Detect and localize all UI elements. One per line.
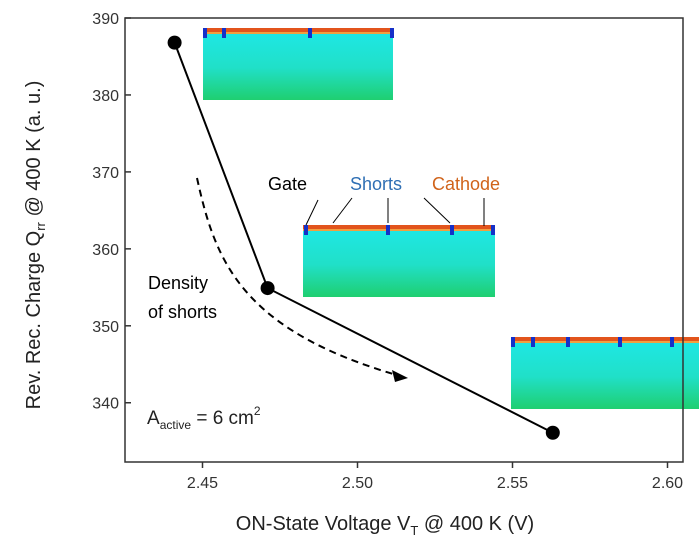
label-leaders (306, 198, 484, 226)
inset-short (618, 337, 622, 347)
inset-short (203, 28, 207, 38)
inset-short (386, 225, 390, 235)
inset-cathode (303, 225, 495, 229)
x-axis-title: ON-State Voltage VT @ 400 K (V) (236, 513, 534, 538)
y-title-main: Rev. Rec. Charge Q (23, 231, 45, 410)
area-label: Aactive = 6 cm2 (147, 404, 261, 432)
x-title-main: ON-State Voltage V (236, 513, 411, 535)
inset-layer (303, 229, 495, 231)
y-tick-label: 390 (92, 11, 119, 28)
area-eq: = 6 cm (191, 408, 254, 429)
insets (203, 28, 699, 409)
arrow-head (392, 370, 408, 382)
x-tick-label: 2.60 (652, 475, 683, 492)
inset-short (511, 337, 515, 347)
inset-cathode (203, 28, 393, 32)
inset-short (491, 225, 495, 235)
y-tick-label: 380 (92, 88, 119, 105)
inset-layer (203, 32, 393, 34)
page: Gate Shorts Cathode Density of shorts Aa… (0, 0, 699, 545)
x-tick-label: 2.45 (187, 475, 218, 492)
data-point (168, 36, 182, 50)
x-tick-label: 2.55 (497, 475, 528, 492)
inset-short (390, 28, 394, 38)
inset-short (308, 28, 312, 38)
area-main: A (147, 408, 160, 429)
data-point (546, 426, 560, 440)
area-sub: active (160, 418, 192, 432)
device-inset (511, 337, 699, 409)
cathode-label: Cathode (432, 174, 500, 194)
inset-short (670, 337, 674, 347)
y-title-rest: @ 400 K (a. u.) (23, 81, 45, 222)
density-label: of shorts (148, 302, 217, 322)
y-tick-label: 370 (92, 165, 119, 182)
density-label: Density (148, 273, 208, 293)
inset-short (531, 337, 535, 347)
area-sup: 2 (254, 404, 261, 418)
inset-short (450, 225, 454, 235)
inset-substrate (203, 28, 393, 100)
device-inset (303, 225, 495, 297)
x-title-rest: @ 400 K (V) (418, 513, 534, 535)
inset-short (304, 225, 308, 235)
inset-short (566, 337, 570, 347)
inset-substrate (303, 225, 495, 297)
data-point (261, 281, 275, 295)
gate-label: Gate (268, 174, 307, 194)
device-inset (203, 28, 394, 100)
y-tick-label: 360 (92, 242, 119, 259)
x-tick-label: 2.50 (342, 475, 373, 492)
inset-substrate (511, 337, 699, 409)
inset-short (222, 28, 226, 38)
y-tick-label: 340 (92, 396, 119, 413)
x-title-sub: T (410, 523, 418, 538)
y-tick-label: 350 (92, 319, 119, 336)
shorts-label: Shorts (350, 174, 402, 194)
y-axis-title: Rev. Rec. Charge Qrr @ 400 K (a. u.) (23, 81, 48, 410)
chart: Gate Shorts Cathode Density of shorts Aa… (0, 0, 699, 545)
